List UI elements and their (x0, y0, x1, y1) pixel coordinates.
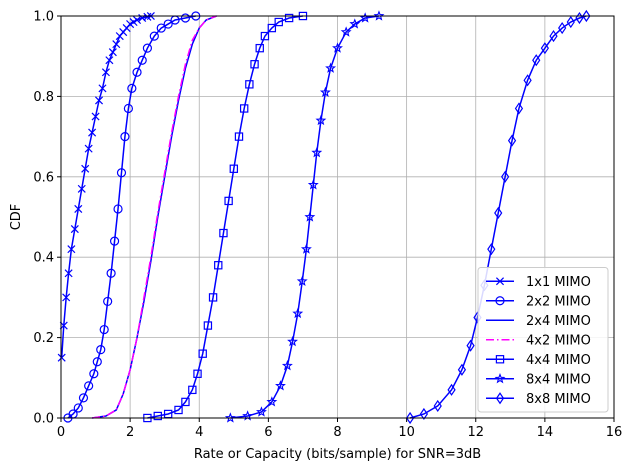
x-tick-label: 10 (398, 425, 415, 440)
legend-label: 2x2 MIMO (526, 294, 591, 309)
y-tick-label: 0.4 (33, 251, 54, 266)
y-tick-label: 0.0 (33, 412, 54, 427)
legend-label: 2x4 MIMO (526, 314, 591, 329)
legend-label: 1x1 MIMO (526, 275, 591, 290)
x-tick-label: 12 (467, 425, 484, 440)
y-tick-label: 0.6 (33, 170, 54, 185)
legend-label: 4x2 MIMO (526, 333, 591, 348)
y-tick-label: 0.8 (33, 90, 54, 105)
x-tick-label: 6 (264, 425, 272, 440)
x-tick-label: 16 (606, 425, 623, 440)
x-tick-label: 2 (126, 425, 134, 440)
y-tick-label: 0.2 (33, 331, 54, 346)
y-tick-label: 1.0 (33, 10, 54, 25)
legend-label: 4x4 MIMO (526, 353, 591, 368)
legend-label: 8x4 MIMO (526, 372, 591, 387)
x-tick-label: 4 (195, 425, 203, 440)
x-axis-label: Rate or Capacity (bits/sample) for SNR=3… (194, 447, 481, 462)
x-tick-label: 0 (57, 425, 65, 440)
legend: 1x1 MIMO 2x2 MIMO 2x4 MIMO 4x2 MIMO 4x4 MIMO… (478, 268, 608, 413)
y-axis-label: CDF (9, 204, 24, 231)
x-tick-label: 14 (537, 425, 554, 440)
x-tick-label: 8 (333, 425, 341, 440)
legend-label: 8x8 MIMO (526, 392, 591, 407)
